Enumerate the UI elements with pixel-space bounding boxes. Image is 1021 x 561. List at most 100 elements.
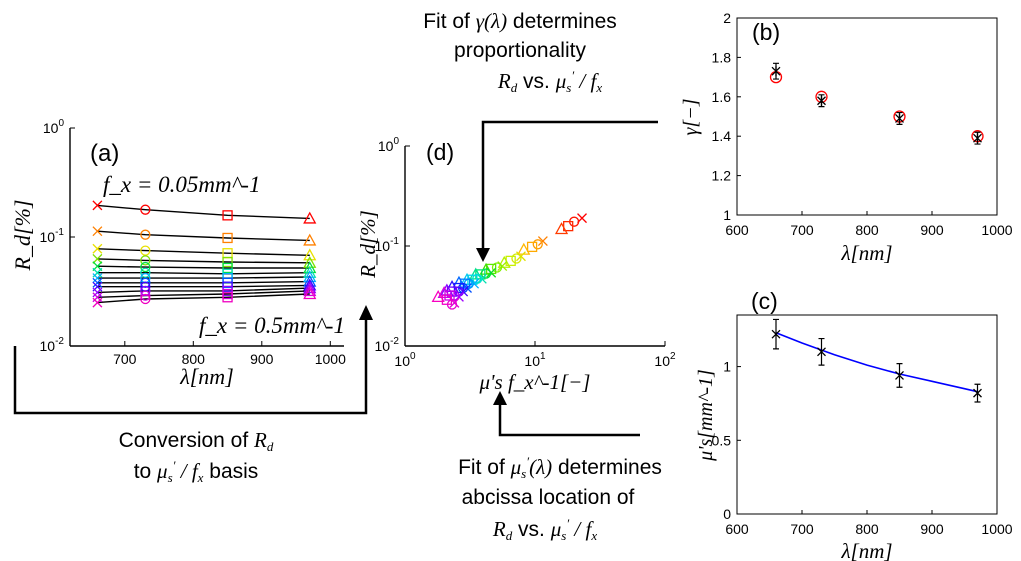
panel-c-y-label: μ's[mm^-1] xyxy=(695,369,717,462)
panel-a-point xyxy=(92,287,103,298)
panel-a-x-tick-label: 900 xyxy=(250,351,274,367)
panel-d-point xyxy=(437,286,451,299)
panel-d-y-tick-label: 100 xyxy=(378,136,400,154)
caption-left-line2: to μs′ / fx basis xyxy=(134,458,259,485)
caption-bottom-line1: Fit of μs′(λ) determines xyxy=(458,454,662,481)
panel-a-x-ticks: 700 800 900 1000 xyxy=(113,341,346,367)
panel-b-y-ticks: 1 1.2 1.4 1.6 1.8 2 xyxy=(712,10,741,223)
panel-a-fit-line xyxy=(97,280,310,284)
panel-c-y-tick-label: 0.5 xyxy=(712,432,732,448)
panel-c-measured-point xyxy=(817,347,826,357)
panel-a-point xyxy=(140,277,151,288)
caption-bottom: Fit of μs′(λ) determines abcissa locatio… xyxy=(458,454,662,543)
panel-c-x-tick-label: 600 xyxy=(725,521,749,537)
panel-a-fit-line xyxy=(97,284,310,288)
panel-b-x-tick-label: 1000 xyxy=(981,222,1012,238)
panel-d-markers xyxy=(431,213,587,310)
panel-a-point xyxy=(92,243,103,254)
panel-c-x-tick-label: 900 xyxy=(920,521,944,537)
panel-c-x-tick-label: 700 xyxy=(790,521,814,537)
panel-c-y-ticks: 00.51 xyxy=(712,359,741,522)
panel-d-x-label: μ's f_x^-1[−] xyxy=(479,370,591,394)
panel-d-x-ticks: 100 101 102 xyxy=(394,341,676,369)
panel-c-markers xyxy=(771,318,982,403)
caption-bottom-line3: Rd vs. μs′ / fx xyxy=(492,516,597,543)
arrow-a-to-d xyxy=(13,318,368,415)
panel-a-fit-lines xyxy=(97,204,310,304)
panel-a-point xyxy=(92,277,103,288)
panel-b-markers xyxy=(769,62,984,145)
panel-a-label: (a) xyxy=(90,140,119,167)
panel-b: (b) 1 1.2 1.4 1.6 1.8 2 600 700 800 900 1000 γ[−]… xyxy=(680,10,1013,265)
panel-b-x-label: λ[nm] xyxy=(840,241,892,265)
panel-a-point xyxy=(222,292,233,303)
panel-d-x-tick-label: 101 xyxy=(524,351,546,369)
panel-d-point xyxy=(537,236,548,247)
panel-a-point xyxy=(303,233,317,246)
panel-d-label: (d) xyxy=(426,139,454,165)
panel-a-point xyxy=(140,245,151,256)
panel-b-y-label: γ[−] xyxy=(680,99,702,136)
panel-a-point xyxy=(140,290,151,301)
panel-d-x-tick-label: 102 xyxy=(654,351,676,369)
caption-bottom-line2: abcissa location of xyxy=(462,486,635,509)
panel-a-fit-line xyxy=(97,272,310,275)
panel-a-fit-line xyxy=(97,276,310,279)
panel-c-measured-point xyxy=(771,329,781,339)
panel-a-y-tick-label: 10-1 xyxy=(40,227,65,245)
panel-a-markers xyxy=(92,200,317,308)
panel-b-measured-point xyxy=(973,133,982,144)
flow-arrows xyxy=(13,120,658,437)
panel-d-y-tick-label: 10-2 xyxy=(375,336,400,354)
panel-a-point xyxy=(140,255,151,266)
panel-a-point xyxy=(303,284,317,297)
panel-a-point xyxy=(303,248,317,261)
panel-a-x-tick-label: 800 xyxy=(182,351,206,367)
panel-b-label: (b) xyxy=(752,19,780,45)
panel-c-measured-point xyxy=(895,370,904,380)
caption-top: Fit of γ(λ) determines proportionality R… xyxy=(423,9,617,95)
arrow-bottom-head xyxy=(493,391,507,405)
panel-b-y-tick-label: 1.4 xyxy=(712,128,732,144)
panel-c-measured-point xyxy=(973,388,982,398)
panel-b-y-tick-label: 2 xyxy=(723,10,731,26)
panel-a-fit-line xyxy=(97,248,310,256)
panel-c-x-tick-label: 1000 xyxy=(981,521,1012,537)
panel-a-point xyxy=(222,256,233,268)
panel-a-point xyxy=(222,262,233,274)
panel-b-measured-point xyxy=(817,95,826,106)
arrow-bottom-to-d xyxy=(498,403,640,437)
panel-d-x-tick-label: 100 xyxy=(394,351,416,369)
panel-a-x-tick-label: 700 xyxy=(113,351,137,367)
arrow-top-to-d xyxy=(481,120,658,250)
panel-d-point xyxy=(480,268,492,279)
panel-a-x-label: λ[nm] xyxy=(179,364,234,389)
panel-a-y-tick-label: 10-2 xyxy=(40,336,65,354)
panel-a-fit-line xyxy=(97,258,310,264)
panel-a-point xyxy=(222,210,233,221)
panel-b-measured-point xyxy=(771,66,781,77)
caption-top-line3: Rd vs. μs′ / fx xyxy=(497,68,602,95)
panel-d-point xyxy=(526,241,538,253)
arrow-top-head xyxy=(476,248,490,262)
panel-a-point xyxy=(303,281,317,294)
panel-c-fit-curve xyxy=(775,331,978,393)
panel-d-point xyxy=(491,262,503,273)
caption-left-line1: Conversion of Rd xyxy=(119,428,274,454)
panel-c-x-label: λ[nm] xyxy=(840,539,892,561)
panel-a-point xyxy=(92,226,103,237)
panel-b-x-tick-label: 800 xyxy=(855,222,879,238)
panel-a-point xyxy=(140,261,151,273)
arrow-a-head xyxy=(359,305,373,320)
panel-c-label: (c) xyxy=(751,288,778,314)
panel-a-point xyxy=(303,287,317,300)
panel-b-x-tick-label: 600 xyxy=(725,222,749,238)
panel-a-fit-line xyxy=(97,293,310,304)
panel-c-y-tick-label: 0 xyxy=(723,506,731,522)
panel-b-x-tick-label: 700 xyxy=(790,222,814,238)
panel-a-point xyxy=(92,297,103,308)
panel-a: (a) 100 10-1 10-2 700 800 900 1000 R_d[%] λ[n… xyxy=(10,118,346,389)
panel-a-x-tick-label: 1000 xyxy=(315,351,346,367)
panel-a-point xyxy=(140,285,151,297)
